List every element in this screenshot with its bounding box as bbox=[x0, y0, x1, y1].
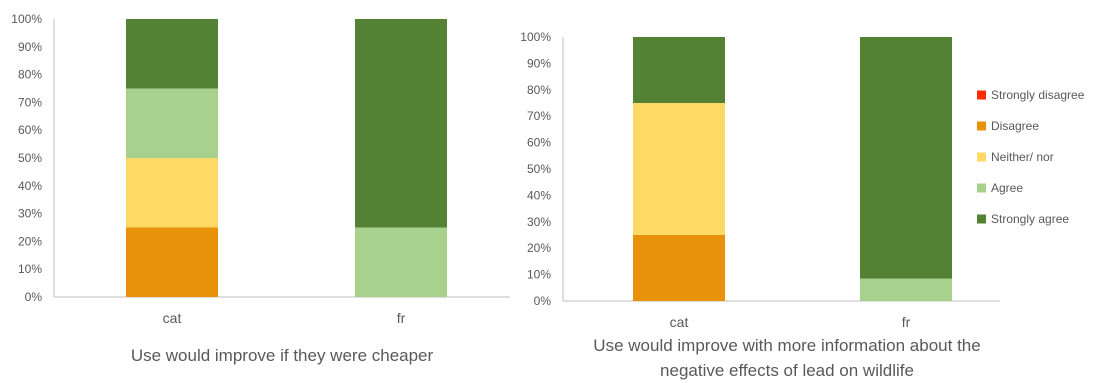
legend-label: Agree bbox=[991, 181, 1023, 195]
bar-segment bbox=[355, 227, 447, 297]
y-tick-label: 60% bbox=[527, 136, 551, 150]
y-tick-label: 40% bbox=[18, 179, 42, 193]
chart-caption: negative effects of lead on wildlife bbox=[660, 361, 914, 380]
legend-swatch bbox=[977, 152, 986, 162]
y-tick-label: 50% bbox=[527, 162, 551, 176]
bar-segment bbox=[126, 227, 218, 297]
y-tick-label: 100% bbox=[520, 30, 551, 44]
bar-segment bbox=[126, 19, 218, 89]
y-tick-label: 60% bbox=[18, 123, 42, 137]
category-label: cat bbox=[163, 310, 182, 326]
category-label: fr bbox=[397, 310, 406, 326]
chart-caption: Use would improve if they were cheaper bbox=[131, 346, 434, 365]
legend-label: Disagree bbox=[991, 119, 1039, 133]
y-tick-label: 80% bbox=[527, 83, 551, 97]
y-tick-label: 90% bbox=[527, 56, 551, 70]
y-tick-label: 20% bbox=[527, 241, 551, 255]
y-tick-label: 30% bbox=[527, 215, 551, 229]
y-tick-label: 30% bbox=[18, 207, 42, 221]
legend-swatch bbox=[977, 183, 986, 193]
y-tick-label: 50% bbox=[18, 151, 42, 165]
y-tick-label: 70% bbox=[527, 109, 551, 123]
bar-segment bbox=[860, 37, 952, 279]
category-label: cat bbox=[670, 314, 689, 330]
y-tick-label: 0% bbox=[534, 294, 552, 308]
y-tick-label: 70% bbox=[18, 95, 42, 109]
legend-swatch bbox=[977, 214, 986, 224]
y-tick-label: 40% bbox=[527, 188, 551, 202]
bar-segment bbox=[633, 103, 725, 235]
y-tick-label: 0% bbox=[25, 290, 43, 304]
bar-segment bbox=[633, 235, 725, 301]
legend-label: Neither/ nor bbox=[991, 150, 1054, 164]
category-label: fr bbox=[902, 314, 911, 330]
chart-caption: Use would improve with more information … bbox=[593, 336, 980, 355]
chart-1: 0% 10% 20% 30% 40% 50% 60% 70% 80% 90% 100% cat fr Us… bbox=[11, 12, 510, 365]
y-tick-label: 100% bbox=[11, 12, 42, 26]
bar-segment bbox=[633, 37, 725, 103]
y-tick-label: 80% bbox=[18, 68, 42, 82]
legend-swatch bbox=[977, 90, 986, 100]
y-tick-label: 10% bbox=[527, 268, 551, 282]
bar-segment bbox=[860, 278, 952, 301]
y-tick-label: 20% bbox=[18, 234, 42, 248]
y-tick-label: 90% bbox=[18, 40, 42, 54]
legend-swatch bbox=[977, 121, 986, 131]
legend-label: Strongly agree bbox=[991, 212, 1069, 226]
chart-2: 0% 10% 20% 30% 40% 50% 60% 70% 80% 90% 100% cat fr Us… bbox=[520, 30, 1084, 380]
legend-label: Strongly disagree bbox=[991, 88, 1085, 102]
bar-segment bbox=[126, 158, 218, 228]
y-tick-label: 10% bbox=[18, 262, 42, 276]
bar-segment bbox=[355, 19, 447, 228]
bar-segment bbox=[126, 88, 218, 158]
